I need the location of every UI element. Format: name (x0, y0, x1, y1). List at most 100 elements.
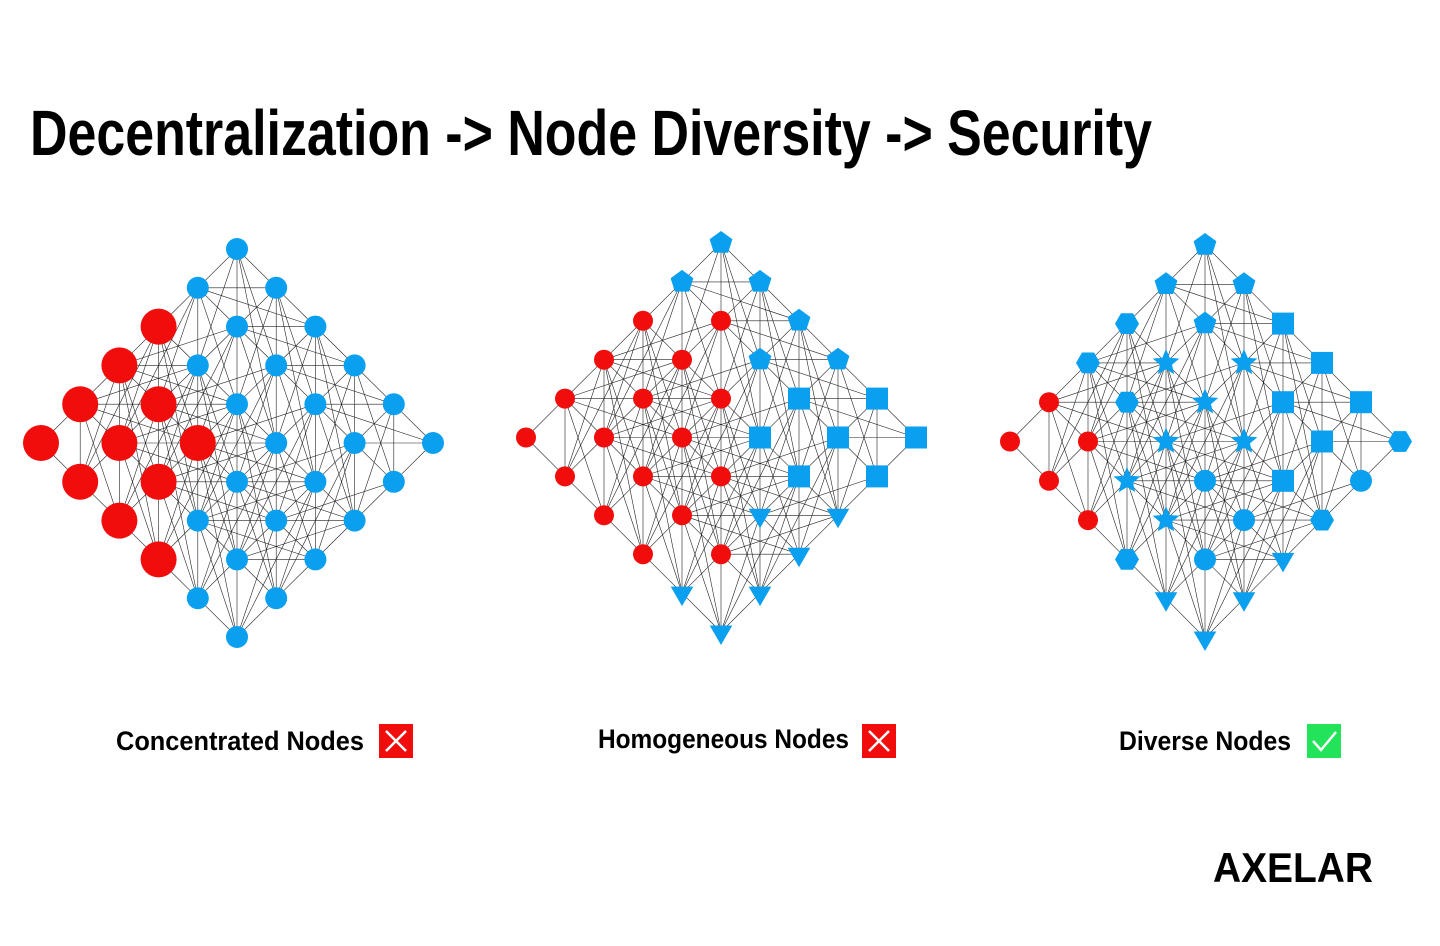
edge (1282, 401, 1401, 442)
panel-label: Diverse Nodes (1119, 726, 1291, 756)
node-square (1311, 430, 1333, 453)
node-triangle (826, 508, 850, 529)
edge (236, 481, 355, 521)
node-circle (1194, 469, 1216, 492)
node-square (1350, 391, 1372, 414)
edge (603, 437, 722, 477)
node-square (866, 387, 888, 410)
edge (720, 320, 839, 360)
edge (1087, 362, 1206, 403)
node-square (788, 387, 810, 410)
node-pentagon (1193, 311, 1217, 334)
edge (1165, 284, 1284, 324)
node-square (1272, 391, 1294, 414)
node-circle (382, 393, 405, 416)
node-pentagon (826, 347, 850, 370)
node-square (866, 465, 888, 488)
node-hexagon (1310, 509, 1334, 531)
node-square (1272, 312, 1294, 335)
node-circle (186, 276, 209, 299)
edge (1165, 598, 1206, 639)
node-circle (186, 509, 209, 532)
node-circle (265, 587, 288, 610)
node-circle (265, 276, 288, 299)
node-star (1230, 427, 1258, 453)
node-red (23, 425, 59, 461)
edge (276, 365, 394, 405)
node-star (1152, 348, 1180, 375)
node-red (62, 463, 99, 500)
node-red (1078, 431, 1098, 452)
node-triangle (709, 625, 733, 645)
graphs (23, 231, 1412, 651)
node-red (711, 544, 731, 565)
edge (1126, 480, 1245, 521)
edge (1243, 559, 1284, 599)
edge (1204, 598, 1245, 639)
node-square (905, 426, 927, 449)
node-star (1230, 348, 1258, 375)
node-red (594, 349, 614, 370)
edge (80, 403, 198, 444)
node-red (633, 310, 653, 331)
node-circle (226, 626, 248, 648)
node-circle (226, 315, 248, 338)
node-triangle (748, 508, 772, 529)
node-square (749, 426, 771, 449)
node-pentagon (748, 269, 772, 292)
panel-label: Homogeneous Nodes (598, 724, 849, 754)
node-triangle (1232, 592, 1256, 612)
node-circle (265, 432, 288, 454)
node-triangle (1271, 552, 1295, 573)
edge (1243, 362, 1362, 403)
edge (158, 481, 277, 521)
node-red (555, 466, 575, 487)
edge (197, 442, 316, 483)
edge (119, 442, 238, 483)
node-red (633, 388, 653, 409)
node-red (179, 425, 216, 461)
node-red (140, 541, 177, 578)
node-red (633, 544, 653, 565)
node-pentagon (1154, 272, 1178, 294)
node-red (140, 463, 177, 500)
node-red (672, 427, 692, 448)
edge (681, 281, 800, 322)
node-circle (226, 548, 248, 571)
node-red (555, 388, 575, 409)
edge (642, 476, 761, 516)
node-red (594, 427, 614, 448)
node-red (672, 349, 692, 370)
node-red (101, 425, 138, 461)
cross-icon (379, 724, 413, 758)
node-triangle (1193, 631, 1217, 651)
node-star (1152, 427, 1180, 453)
node-red (1000, 431, 1020, 452)
node-circle (226, 393, 248, 416)
node-circle (226, 238, 248, 260)
node-red (1078, 510, 1098, 531)
node-circle (186, 587, 209, 610)
node-triangle (670, 586, 694, 607)
node-red (711, 310, 731, 331)
node-circle (265, 509, 288, 532)
node-square (827, 426, 849, 449)
node-hexagon (1115, 313, 1139, 334)
node-triangle (1154, 592, 1178, 612)
node-circle (1194, 548, 1216, 571)
node-red (711, 388, 731, 409)
node-circle (304, 315, 327, 338)
edge (1048, 401, 1167, 442)
node-circle (304, 393, 327, 416)
node-pentagon (670, 269, 694, 292)
node-circle (382, 470, 405, 493)
node-square (1311, 351, 1333, 374)
node-red (633, 466, 653, 487)
cross-icon (862, 724, 896, 758)
node-pentagon (748, 347, 772, 370)
node-red (1039, 470, 1059, 491)
node-circle (1233, 509, 1255, 532)
edge (1126, 401, 1245, 442)
node-hexagon (1388, 431, 1412, 452)
